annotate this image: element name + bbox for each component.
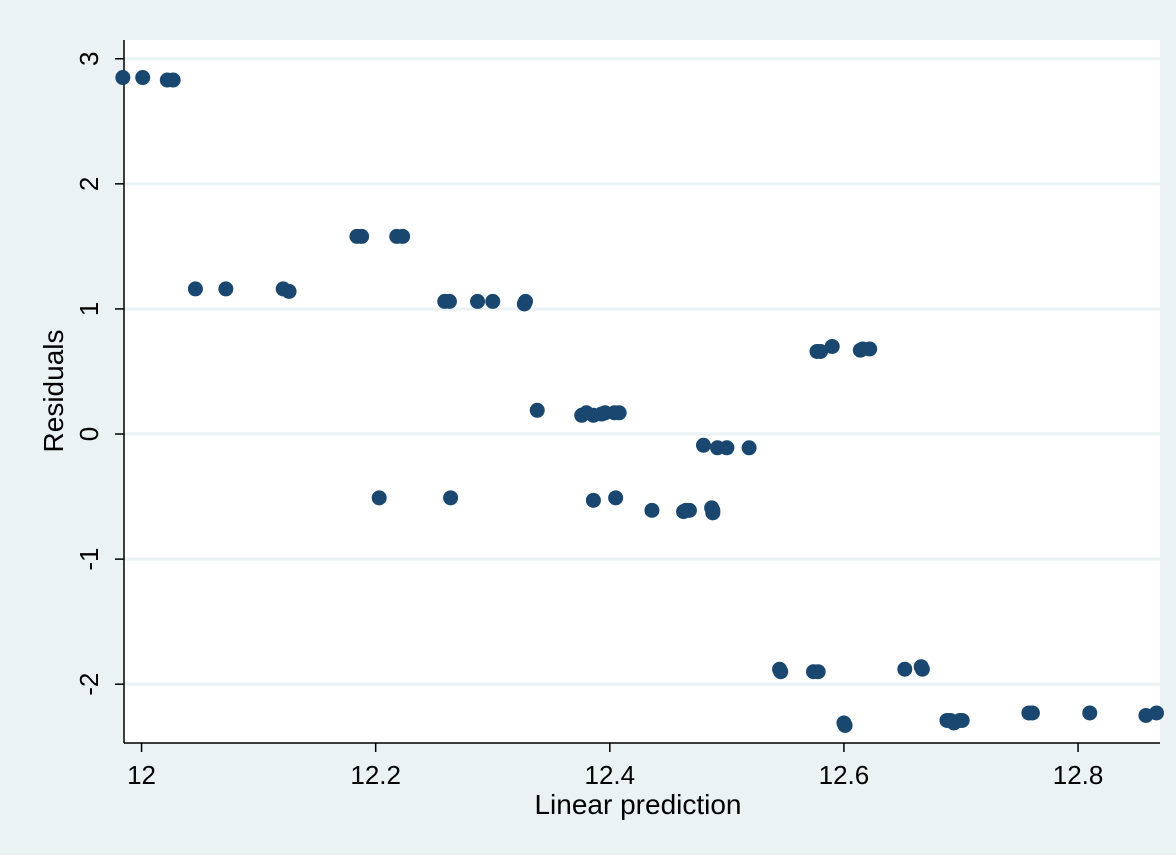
data-point — [187, 281, 203, 297]
data-point — [695, 437, 711, 453]
data-point — [165, 72, 181, 88]
data-point — [773, 664, 789, 680]
data-point — [813, 343, 829, 359]
data-point — [705, 505, 721, 521]
data-point — [824, 338, 840, 354]
y-tick-label: -2 — [74, 673, 104, 696]
y-tick-label: -1 — [74, 548, 104, 571]
data-point — [585, 492, 601, 508]
y-axis-label: Residuals — [38, 330, 69, 453]
y-tick-label: 3 — [74, 52, 104, 66]
data-point — [1024, 705, 1040, 721]
x-tick-label: 12.4 — [585, 760, 636, 790]
data-point — [1082, 705, 1098, 721]
data-point — [644, 502, 660, 518]
data-point — [914, 661, 930, 677]
data-point — [354, 228, 370, 244]
data-point — [135, 70, 151, 86]
x-tick-label: 12 — [127, 760, 156, 790]
data-point — [837, 717, 853, 733]
data-point — [1148, 705, 1164, 721]
data-point — [897, 661, 913, 677]
data-point — [529, 402, 545, 418]
data-point — [810, 664, 826, 680]
data-point — [681, 502, 697, 518]
data-point — [862, 341, 878, 357]
x-tick-label: 12.2 — [350, 760, 401, 790]
y-tick-label: 2 — [74, 177, 104, 191]
plot-area — [124, 40, 1160, 743]
data-points — [115, 70, 1164, 733]
data-point — [441, 293, 457, 309]
data-point — [281, 283, 297, 299]
x-axis-label: Linear prediction — [534, 789, 741, 820]
data-point — [485, 293, 501, 309]
y-tick-label: 1 — [74, 302, 104, 316]
data-point — [741, 440, 757, 456]
x-axis-ticks: 12 12.2 12.4 12.6 12.8 — [127, 743, 1103, 790]
data-point — [518, 293, 534, 309]
data-point — [470, 293, 486, 309]
data-point — [608, 490, 624, 506]
data-point — [371, 490, 387, 506]
data-point — [611, 405, 627, 421]
y-tick-label: 0 — [74, 427, 104, 441]
data-point — [443, 490, 459, 506]
data-point — [954, 712, 970, 728]
data-point — [115, 70, 131, 86]
y-axis-ticks: 3 2 1 0 -1 -2 — [74, 52, 124, 696]
data-point — [395, 228, 411, 244]
gridlines — [124, 57, 1160, 686]
x-tick-label: 12.6 — [819, 760, 870, 790]
x-tick-label: 12.8 — [1053, 760, 1104, 790]
data-point — [719, 440, 735, 456]
data-point — [218, 281, 234, 297]
